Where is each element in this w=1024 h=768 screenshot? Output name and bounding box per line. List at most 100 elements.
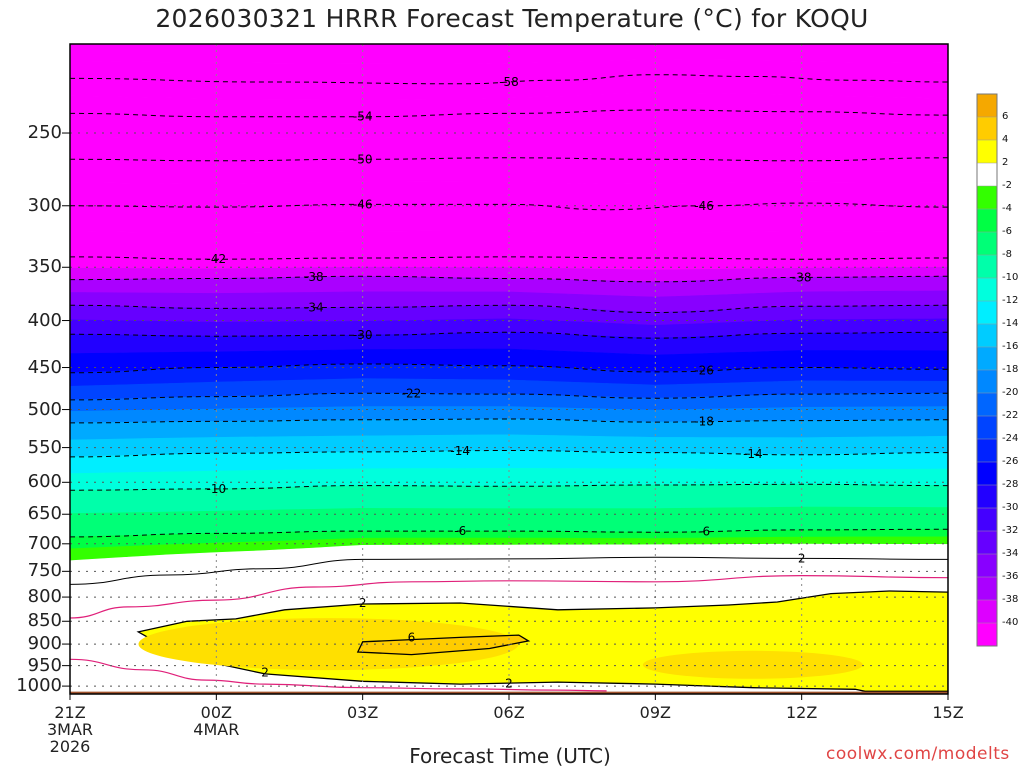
colorbar-tick-label: -36 [1002,571,1019,582]
isotherm-label: -46 [353,197,373,211]
colorbar-swatch [977,600,997,624]
x-tick-label: 12Z [778,704,826,721]
x-tick-label: 03Z [339,704,387,721]
colorbar-swatch [977,278,997,302]
isotherm-label: -58 [499,75,519,89]
isotherm-label: -30 [353,328,373,342]
colorbar-swatch [977,554,997,578]
grid-lines [70,44,948,694]
isotherm-contours: -58 -54 -50 -46 -46 -42 -38 -38 -34 -30 -26 -22 -18 -… [70,74,948,690]
ground-strip [70,691,948,694]
x-tick-line: 06Z [493,703,525,722]
colorbar-tick-label: -8 [1002,249,1012,260]
x-tick-line: 09Z [639,703,671,722]
isotherm-line [70,528,948,538]
y-tick-label: 850 [27,610,62,632]
temp-band [70,44,948,65]
colorbar-tick-label: 2 [1002,157,1009,168]
y-tick-label: 300 [27,194,62,216]
x-tick-label: 21Z 3MAR 2026 [46,704,94,755]
warm-isotherm-label: 6 [408,630,416,644]
isotherm-label: -6 [698,524,710,538]
x-tick-label: 00Z 4MAR [192,704,240,738]
isotherm-label: -14 [743,447,763,461]
isotherm-line [70,331,948,339]
warm-isotherm-label: 2 [505,676,513,690]
x-tick-line: 21Z [54,703,86,722]
y-tick-label: 550 [27,436,62,458]
colorbar-swatch [977,508,997,532]
x-tick-label: 06Z [485,704,533,721]
colorbar-tick-label: -16 [1002,341,1019,352]
colorbar-tick-label: -32 [1002,525,1019,536]
isotherm-line [70,256,948,260]
chart-title: 2026030321 HRRR Forecast Temperature (°C… [155,4,869,33]
isotherm-line [70,275,948,283]
colorbar-swatch [977,370,997,394]
isotherm-label: -38 [304,270,324,284]
y-tick-label: 500 [27,398,62,420]
colorbar-swatch [977,209,997,233]
isotherm-line [70,483,948,491]
colorbar-swatch [977,416,997,440]
colorbar-swatch [977,623,997,647]
colorbar-tick-label: -30 [1002,502,1019,513]
colorbar-tick-label: 4 [1002,134,1009,145]
colorbar-tick-label: -24 [1002,433,1019,444]
warm-orange-pale [138,618,519,671]
colorbar-tick-label: -28 [1002,479,1019,490]
isotherm-line [70,109,948,118]
isotherm-label: -38 [792,270,812,284]
x-tick-line: 3MAR [46,720,94,739]
x-axis-tick-marks [69,694,949,700]
colorbar-swatch [977,531,997,555]
y-tick-label: 250 [27,122,62,144]
colorbar-tick-label: -22 [1002,410,1019,421]
colorbar-swatch [977,232,997,256]
isotherm-label: -34 [304,301,324,315]
y-tick-label: 400 [27,309,62,331]
isotherm-label: -42 [207,252,227,266]
colorbar-swatch [977,94,997,118]
x-tick-line: 4MAR [193,720,240,739]
colorbar-tick-label: 6 [1002,111,1009,122]
isotherm-line [70,418,948,424]
zero-line-upper [70,574,948,619]
isotherm-label: -46 [694,199,714,213]
y-tick-label: 600 [27,471,62,493]
colorbar-tick-label: -12 [1002,295,1019,306]
colorbar-tick-label: -38 [1002,594,1019,605]
isotherm-line [70,202,948,211]
isotherm-label: 2 [798,551,806,565]
x-tick-line: 12Z [785,703,818,722]
x-tick-label: 09Z [631,704,679,721]
y-tick-label: 450 [27,356,62,378]
colorbar-tick-label: -26 [1002,456,1019,467]
colorbar-tick-label: -4 [1002,203,1012,214]
y-tick-label: 650 [27,503,62,525]
credit-link[interactable]: coolwx.com/modelts [826,744,1010,764]
colorbar-tick-label: -40 [1002,617,1019,628]
colorbar-tick-label: -14 [1002,318,1019,329]
x-tick-line: 2026 [49,737,91,756]
colorbar-swatch [977,324,997,348]
isotherm-line [70,157,948,162]
y-axis-ticks [62,132,70,687]
colorbar-swatch [977,140,997,164]
colorbar-swatch [977,255,997,279]
ground-layer [70,691,948,694]
colorbar-swatch [977,117,997,141]
x-tick-label: 15Z [924,704,972,721]
colorbar-swatch [977,186,997,210]
isotherm-line [70,304,948,314]
colorbar-tick-label: -20 [1002,387,1019,398]
colorbar-swatch [977,163,997,187]
isotherm-label: -10 [207,482,227,496]
colorbar-swatch [977,393,997,417]
y-tick-label: 750 [27,560,62,582]
colorbar-tick-label: -34 [1002,548,1019,559]
isotherm-label: -18 [694,415,714,429]
y-tick-label: 900 [27,633,62,655]
isotherm-label: -54 [353,110,373,124]
